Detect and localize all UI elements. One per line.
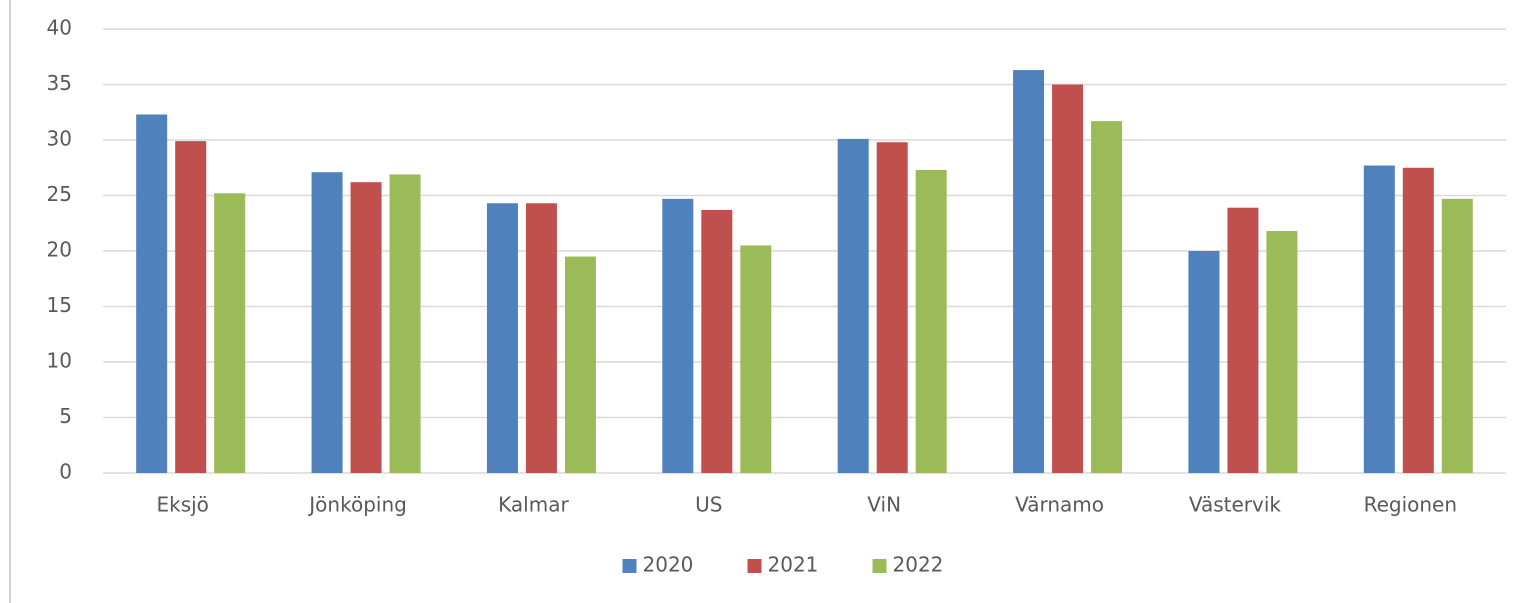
bar — [837, 138, 869, 473]
bar — [175, 141, 207, 474]
bar — [1188, 251, 1220, 473]
bar — [389, 174, 421, 473]
bar — [214, 193, 246, 473]
y-tick-label: 5 — [59, 404, 72, 428]
y-tick-label: 10 — [47, 349, 72, 373]
x-tick-label: Eksjö — [156, 493, 208, 517]
bar — [915, 169, 947, 473]
x-tick-label: Jönköping — [307, 493, 407, 517]
x-tick-label: Västervik — [1189, 493, 1282, 517]
bar — [136, 114, 168, 473]
bar — [1441, 198, 1473, 473]
bar — [1266, 231, 1298, 473]
bar — [564, 256, 596, 473]
bar — [662, 198, 694, 473]
y-tick-label: 35 — [47, 71, 72, 95]
y-tick-label: 0 — [59, 460, 72, 484]
bar — [525, 203, 557, 473]
x-tick-label: US — [695, 493, 722, 517]
legend-label: 2020 — [643, 553, 694, 577]
bar — [1091, 121, 1123, 473]
legend-swatch — [872, 559, 887, 573]
y-tick-label: 30 — [47, 127, 72, 151]
y-tick-label: 15 — [47, 293, 72, 317]
bar — [311, 172, 343, 473]
bar — [1227, 207, 1259, 473]
bar — [701, 209, 733, 473]
x-tick-label: Regionen — [1364, 493, 1457, 517]
legend-swatch — [747, 559, 762, 573]
y-tick-label: 25 — [47, 182, 72, 206]
x-tick-label: Värnamo — [1015, 493, 1104, 517]
bar — [1013, 70, 1045, 473]
legend-label: 2021 — [768, 553, 819, 577]
x-tick-label: Kalmar — [498, 493, 569, 517]
x-tick-label: ViN — [867, 493, 901, 517]
legend-label: 2022 — [893, 553, 944, 577]
legend-swatch — [622, 559, 637, 573]
bar — [350, 182, 382, 473]
bar — [876, 142, 908, 473]
bar — [486, 203, 518, 473]
bar — [1363, 165, 1395, 473]
bar — [1052, 84, 1084, 473]
bar — [1402, 167, 1434, 473]
y-tick-label: 40 — [47, 16, 72, 40]
y-tick-label: 20 — [47, 238, 72, 262]
bar — [740, 245, 772, 473]
